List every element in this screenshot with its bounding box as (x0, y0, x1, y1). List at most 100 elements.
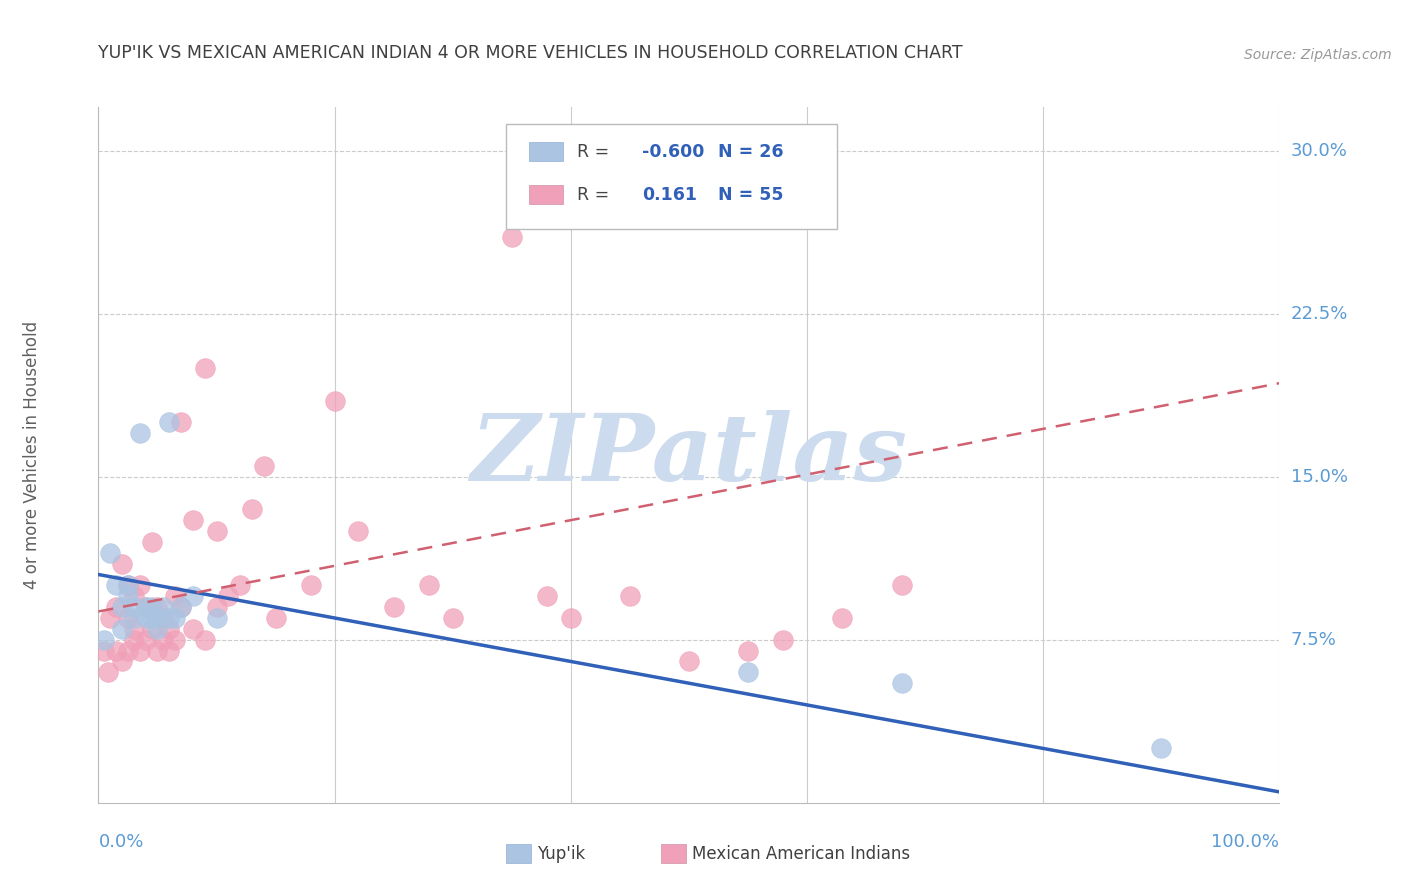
Point (128, 643, 150, 657)
Point (418, 578, 440, 592)
Point (299, 578, 322, 592)
Point (93, 632, 115, 647)
Point (135, 611, 157, 625)
Point (152, 600, 174, 615)
Point (135, 600, 157, 615)
Point (93, 643, 115, 657)
Text: YUP'IK VS MEXICAN AMERICAN INDIAN 4 OR MORE VEHICLES IN HOUSEHOLD CORRELATION CH: YUP'IK VS MEXICAN AMERICAN INDIAN 4 OR M… (98, 45, 963, 62)
Text: 100.0%: 100.0% (1212, 833, 1279, 851)
Point (135, 632, 157, 647)
Point (229, 578, 252, 592)
Point (1150, 741, 1173, 756)
Point (111, 655, 134, 669)
Point (146, 643, 169, 657)
Point (170, 600, 193, 615)
Point (501, 230, 523, 244)
Point (205, 524, 228, 538)
Point (619, 589, 641, 603)
Point (240, 502, 263, 516)
Point (111, 622, 134, 636)
Point (105, 578, 128, 592)
Point (737, 665, 759, 680)
Point (890, 676, 912, 690)
Text: N = 55: N = 55 (718, 186, 785, 203)
Text: ZIPatlas: ZIPatlas (471, 410, 907, 500)
Point (97, 665, 120, 680)
Text: Yup'ik: Yup'ik (537, 845, 585, 863)
Point (111, 600, 134, 615)
Point (560, 611, 582, 625)
Point (98, 611, 121, 625)
Point (141, 600, 163, 615)
Point (157, 622, 180, 636)
Point (141, 622, 163, 636)
Text: R =: R = (576, 186, 614, 203)
Point (117, 643, 139, 657)
Point (441, 611, 464, 625)
Point (205, 600, 228, 615)
Point (165, 589, 187, 603)
Text: Mexican American Indians: Mexican American Indians (692, 845, 910, 863)
Point (165, 632, 187, 647)
Point (170, 415, 193, 429)
Point (347, 524, 370, 538)
Point (128, 578, 150, 592)
Point (146, 600, 169, 615)
Text: -0.600: -0.600 (641, 143, 704, 161)
Point (98, 546, 121, 560)
Point (217, 589, 239, 603)
Point (157, 611, 180, 625)
Text: 4 or more Vehicles in Household: 4 or more Vehicles in Household (22, 321, 41, 589)
Point (141, 611, 163, 625)
Point (181, 622, 204, 636)
Point (117, 578, 139, 592)
Text: 0.0%: 0.0% (98, 833, 143, 851)
Point (890, 578, 912, 592)
Point (737, 643, 759, 657)
Text: 15.0%: 15.0% (1291, 467, 1347, 485)
Point (536, 589, 558, 603)
Text: 30.0%: 30.0% (1291, 142, 1347, 160)
Text: N = 26: N = 26 (718, 143, 785, 161)
Point (122, 622, 145, 636)
FancyBboxPatch shape (530, 185, 562, 204)
FancyBboxPatch shape (530, 142, 562, 161)
Point (117, 589, 139, 603)
Point (122, 611, 145, 625)
Text: 0.161: 0.161 (641, 186, 697, 203)
Text: R =: R = (576, 143, 614, 161)
Point (181, 589, 204, 603)
FancyBboxPatch shape (506, 124, 837, 229)
Text: 7.5%: 7.5% (1291, 631, 1337, 648)
Point (146, 611, 169, 625)
Point (135, 600, 157, 615)
Point (152, 632, 174, 647)
Point (157, 643, 180, 657)
Point (105, 643, 128, 657)
Point (146, 622, 169, 636)
Point (253, 458, 276, 473)
Point (205, 611, 228, 625)
Point (122, 632, 145, 647)
Point (678, 655, 700, 669)
Point (157, 415, 180, 429)
Point (181, 513, 204, 527)
Point (264, 611, 287, 625)
Point (382, 600, 405, 615)
Text: Source: ZipAtlas.com: Source: ZipAtlas.com (1244, 48, 1392, 62)
Point (122, 589, 145, 603)
Point (831, 611, 853, 625)
Point (111, 557, 134, 571)
Point (152, 611, 174, 625)
Point (165, 611, 187, 625)
Point (194, 632, 217, 647)
Point (128, 426, 150, 441)
Point (117, 611, 139, 625)
Point (105, 600, 128, 615)
Point (194, 360, 217, 375)
Point (117, 578, 139, 592)
Point (170, 600, 193, 615)
Point (122, 600, 145, 615)
Text: 22.5%: 22.5% (1291, 304, 1348, 323)
Point (141, 535, 163, 549)
